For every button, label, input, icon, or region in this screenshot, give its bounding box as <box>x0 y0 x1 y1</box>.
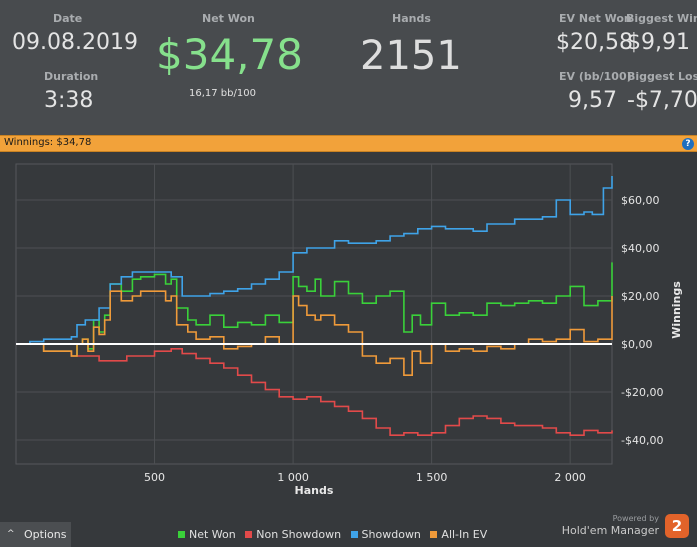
y-tick-label: -$40,00 <box>621 434 663 447</box>
y-tick-label: $60,00 <box>621 194 660 207</box>
winnings-chart-area: $60,00 $40,00 $20,00 $0,00 -$20,00 -$40,00 50… <box>0 152 697 522</box>
hands-value: 2151 <box>360 33 462 79</box>
x-tick-label: 500 <box>144 471 165 484</box>
x-axis-label: Hands <box>295 484 334 497</box>
net-won-swatch <box>178 530 185 538</box>
chart-legend: Net Won Non Showdown Showdown All-In EV <box>178 528 493 541</box>
ev-bb-label: EV (bb/100) <box>559 70 632 83</box>
powered-by-text: Powered by <box>612 514 659 523</box>
legend-label: Non Showdown <box>256 528 342 541</box>
duration-label: Duration <box>44 70 99 83</box>
non-showdown-swatch <box>245 530 253 538</box>
y-tick-label: -$20,00 <box>621 386 663 399</box>
showdown-swatch <box>350 530 358 538</box>
legend-item-all-in-ev[interactable]: All-In EV <box>430 528 487 541</box>
biggest-loss-label: Biggest Loss <box>627 70 697 83</box>
biggest-win-label: Biggest Win <box>626 12 697 25</box>
x-axis-ticks: 500 1 000 1 500 2 000 <box>144 471 586 484</box>
legend-item-showdown[interactable]: Showdown <box>350 528 421 541</box>
options-button[interactable]: ^ Options <box>0 522 71 547</box>
ev-net-won-value: $20,58 <box>556 30 633 55</box>
chart-series <box>16 176 613 436</box>
winnings-text: Winnings: $34,78 <box>4 137 92 148</box>
hands-label: Hands <box>392 12 431 25</box>
y-axis-label: Winnings <box>670 281 683 339</box>
y-axis-ticks: $60,00 $40,00 $20,00 $0,00 -$20,00 -$40,00 <box>621 194 663 447</box>
legend-label: Net Won <box>189 528 236 541</box>
legend-label: Showdown <box>361 528 421 541</box>
biggest-loss-value: -$7,70 <box>627 88 697 113</box>
legend-item-net-won[interactable]: Net Won <box>178 528 236 541</box>
brand-logo: 2 <box>665 514 689 538</box>
net-won-value: $34,78 <box>156 30 303 79</box>
series-line-non-showdown <box>16 343 613 436</box>
ev-net-won-label: EV Net Won <box>559 12 632 25</box>
x-tick-label: 2 000 <box>554 471 586 484</box>
chevron-up-icon: ^ <box>7 529 15 539</box>
legend-item-non-showdown[interactable]: Non Showdown <box>245 528 341 541</box>
help-icon[interactable]: ? <box>682 138 694 150</box>
plot-background <box>15 163 613 465</box>
x-tick-label: 1 000 <box>277 471 309 484</box>
footer: ^ Options Net Won Non Showdown Showdown … <box>0 514 697 547</box>
x-tick-label: 1 500 <box>416 471 448 484</box>
y-tick-label: $20,00 <box>621 290 660 303</box>
duration-value: 3:38 <box>44 88 94 113</box>
date-label: Date <box>53 12 83 25</box>
ev-bb-value: 9,57 <box>568 88 617 113</box>
options-label: Options <box>24 528 67 541</box>
bb-per-100-value: 16,17 bb/100 <box>189 88 256 99</box>
date-value: 09.08.2019 <box>12 30 138 55</box>
y-tick-label: $0,00 <box>621 338 653 351</box>
stats-panel: Date 09.08.2019 Duration 3:38 Net Won $3… <box>0 0 697 135</box>
brand-name: Hold'em Manager <box>561 524 659 537</box>
series-line-all-in-ev <box>16 290 613 376</box>
y-tick-label: $40,00 <box>621 242 660 255</box>
winnings-chart: $60,00 $40,00 $20,00 $0,00 -$20,00 -$40,00 50… <box>15 163 683 497</box>
biggest-win-value: $9,91 <box>627 30 690 55</box>
net-won-label: Net Won <box>202 12 255 25</box>
all-in-ev-swatch <box>430 530 438 538</box>
legend-label: All-In EV <box>441 528 488 541</box>
winnings-bar: Winnings: $34,78 ? <box>0 135 697 152</box>
